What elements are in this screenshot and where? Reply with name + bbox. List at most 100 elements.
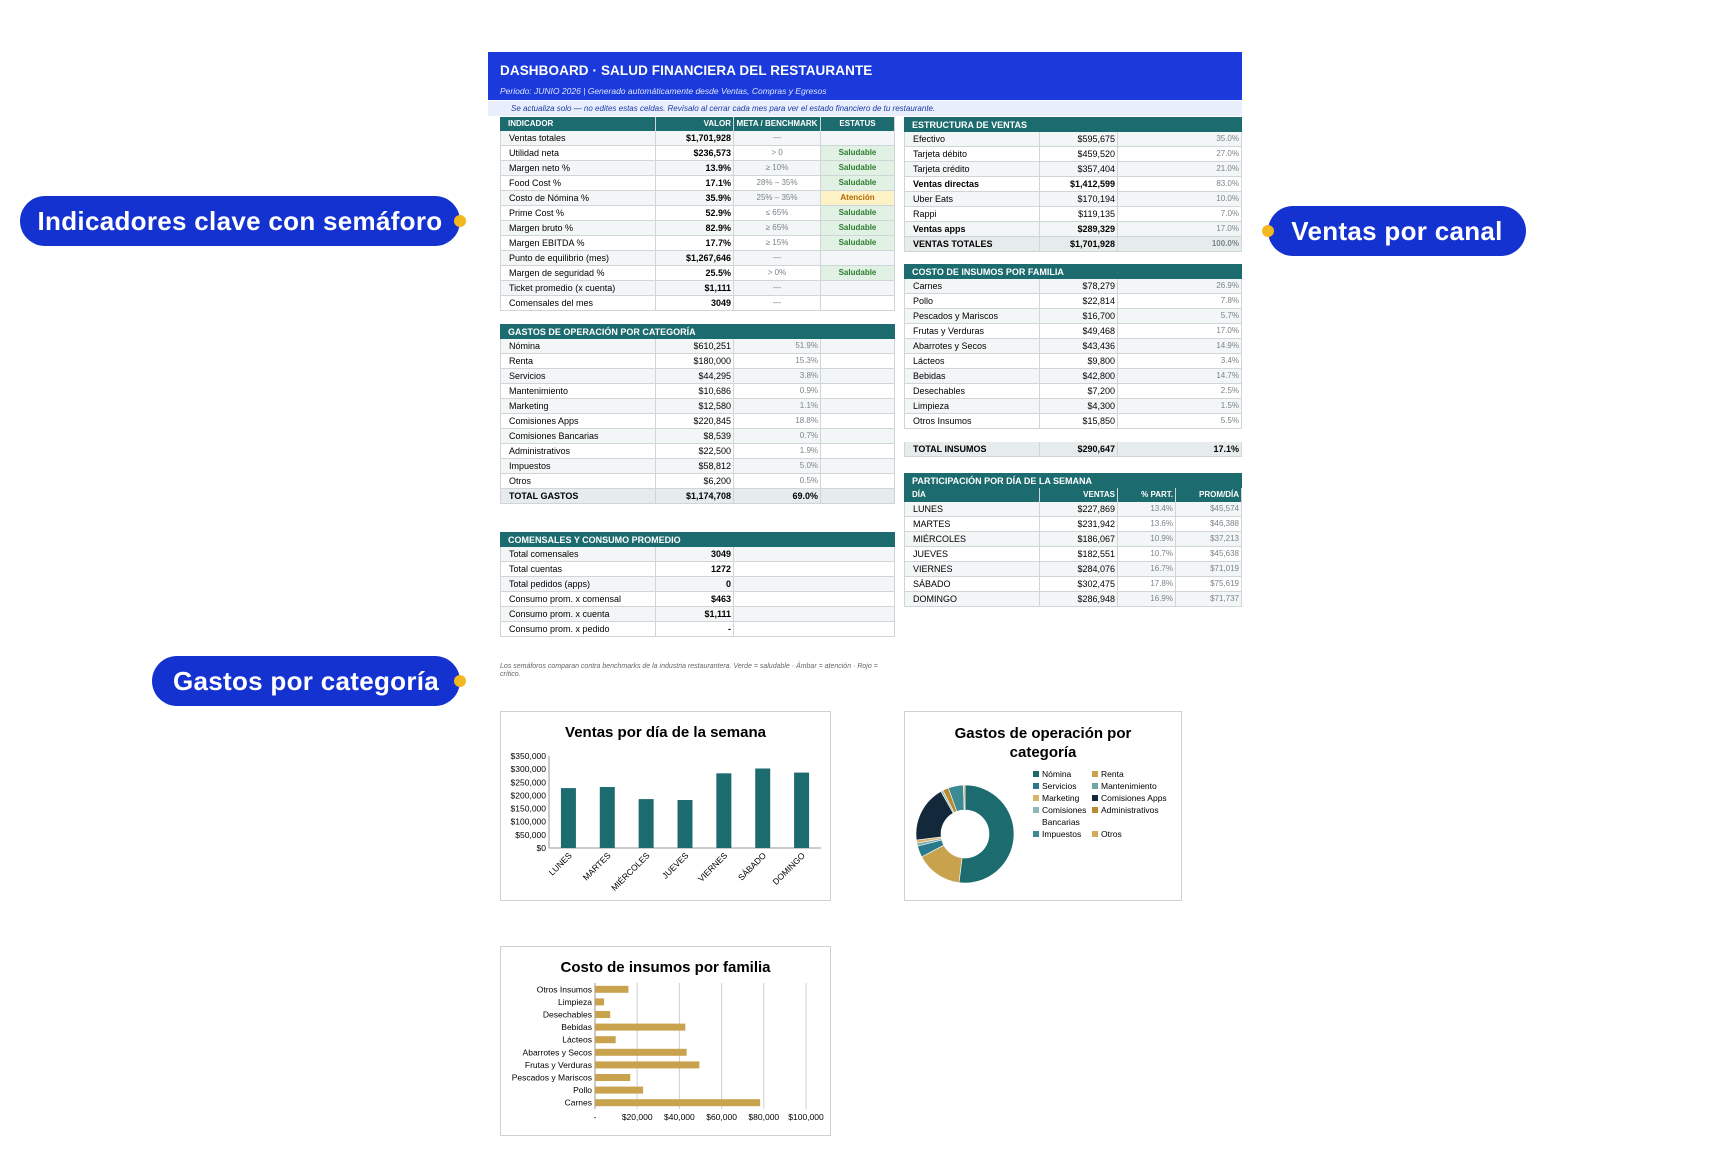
gastos-row: Administrativos $22,500 1.9% (500, 444, 895, 459)
gastos-pct: 0.5% (734, 474, 821, 488)
x-tick-label: DOMINGO (771, 850, 808, 887)
legend-label: Otros (1101, 829, 1122, 839)
kpi-value: 3049 (656, 296, 734, 310)
kpi-label: Ventas totales (500, 131, 656, 145)
dias-value: $302,475 (1040, 577, 1118, 591)
x-tick-label: VIERNES (696, 850, 730, 884)
gastos-value: $58,812 (656, 459, 734, 473)
ventas-label: Rappi (904, 207, 1040, 221)
dias-pct: 10.9% (1118, 532, 1176, 546)
chart-insumos-familia: Costo de insumos por familia - $20,000 $40… (500, 946, 831, 1136)
comensales-label: Consumo prom. x pedido (500, 622, 656, 636)
dias-col-dia: DÍA (904, 488, 1040, 502)
dias-avg: $45,574 (1176, 502, 1242, 516)
legend-swatch (1092, 783, 1098, 789)
x-tick-label: JUEVES (660, 850, 691, 881)
legend-label: Comisiones Apps (1101, 793, 1167, 803)
dias-day: LUNES (904, 502, 1040, 516)
ventas-label: Ventas apps (904, 222, 1040, 236)
dias-day: MARTES (904, 517, 1040, 531)
chart-gastos-categoria: Gastos de operación por categoría Nómina… (904, 711, 1182, 901)
dias-pct: 16.7% (1118, 562, 1176, 576)
slice-otros (963, 784, 966, 811)
kpi-status-badge: Saludable (821, 146, 895, 160)
comensales-row: Total pedidos (apps) 0 (500, 577, 895, 592)
callout-kpi-label: Indicadores clave con semáforo (37, 205, 443, 236)
dias-value: $231,942 (1040, 517, 1118, 531)
dias-row: MIÉRCOLES $186,067 10.9% $37,213 (904, 532, 1242, 547)
insumos-row: Pescados y Mariscos $16,700 5.7% (904, 309, 1242, 324)
y-tick-label: Limpieza (558, 997, 592, 1007)
legend-swatch (1092, 807, 1098, 813)
comensales-empty (734, 547, 895, 561)
legend-swatch (1092, 795, 1098, 801)
ventas-row: Ventas directas $1,412,599 83.0% (904, 177, 1242, 192)
gastos-total-pct: 69.0% (734, 489, 821, 503)
bar-frutas-y-verduras (595, 1061, 700, 1069)
ventas-row: Rappi $119,135 7.0% (904, 207, 1242, 222)
legend-label: Marketing (1042, 793, 1080, 803)
kpi-benchmark: > 0 (734, 146, 821, 160)
dias-row: DOMINGO $286,948 16.9% $71,737 (904, 592, 1242, 607)
dias-day: MIÉRCOLES (904, 532, 1040, 546)
ventas-pct: 10.0% (1118, 192, 1242, 206)
kpi-benchmark: 25% – 35% (734, 191, 821, 205)
kpi-status-badge: Saludable (821, 206, 895, 220)
kpi-col-valor: VALOR (656, 117, 734, 131)
kpi-label: Ticket promedio (x cuenta) (500, 281, 656, 295)
insumos-pct: 14.7% (1118, 369, 1242, 383)
gastos-empty (821, 399, 895, 413)
insumos-row: Limpieza $4,300 1.5% (904, 399, 1242, 414)
gastos-label: Renta (500, 354, 656, 368)
x-tick-label: MARTES (581, 850, 613, 882)
gastos-row: Otros $6,200 0.5% (500, 474, 895, 489)
chart-gastos-title: Gastos de operación por categoría (954, 725, 1132, 761)
bar-pescados-y-mariscos (595, 1074, 631, 1081)
kpi-label: Prime Cost % (500, 206, 656, 220)
ventas-label: Efectivo (904, 132, 1040, 146)
insumos-label: Pollo (904, 294, 1040, 308)
comensales-row: Consumo prom. x comensal $463 (500, 592, 895, 607)
callout-ventas: Ventas por canal (1262, 206, 1526, 256)
comensales-value: 0 (656, 577, 734, 591)
x-tick-label: SÁBADO (736, 850, 768, 882)
kpi-status-badge: Atención (821, 191, 895, 205)
insumos-value: $7,200 (1040, 384, 1118, 398)
kpi-col-indicador: INDICADOR (500, 117, 656, 131)
slice-nómina (958, 784, 1015, 884)
y-tick-label: $250,000 (511, 777, 547, 787)
callout-gastos-dot (454, 675, 466, 687)
gastos-table-title: GASTOS DE OPERACIÓN POR CATEGORÍA (500, 324, 895, 339)
y-tick-label: Desechables (543, 1010, 592, 1020)
comensales-value: - (656, 622, 734, 636)
chart-insumos-title: Costo de insumos por familia (560, 959, 771, 976)
comensales-label: Total comensales (500, 547, 656, 561)
kpi-benchmark: > 0% (734, 266, 821, 280)
insumos-pct: 14.9% (1118, 339, 1242, 353)
gastos-pct: 1.9% (734, 444, 821, 458)
bar-limpieza (595, 998, 605, 1006)
insumos-pct: 2.5% (1118, 384, 1242, 398)
gastos-empty (821, 429, 895, 443)
insumos-label: Lácteos (904, 354, 1040, 368)
y-tick-label: $350,000 (511, 751, 547, 761)
ventas-pct: 17.0% (1118, 222, 1242, 236)
insumos-row: Carnes $78,279 26.9% (904, 279, 1242, 294)
gastos-empty (821, 354, 895, 368)
bar-pollo (595, 1086, 644, 1094)
ventas-label: Tarjeta crédito (904, 162, 1040, 176)
bar-abarrotes-y-secos (595, 1048, 687, 1056)
bar-lácteos (595, 1036, 616, 1044)
kpi-label: Margen neto % (500, 161, 656, 175)
legend-item: Otros (1092, 828, 1182, 840)
insumos-pct: 17.0% (1118, 324, 1242, 338)
kpi-benchmark: ≤ 65% (734, 206, 821, 220)
gastos-row: Nómina $610,251 51.9% (500, 339, 895, 354)
callout-ventas-label: Ventas por canal (1291, 215, 1503, 246)
y-tick-label: Lácteos (562, 1035, 592, 1045)
kpi-value: 17.7% (656, 236, 734, 250)
kpi-col-estatus: ESTATUS (821, 117, 895, 131)
ventas-row: VENTAS TOTALES $1,701,928 100.0% (904, 237, 1242, 252)
insumos-pct: 7.8% (1118, 294, 1242, 308)
dias-value: $284,076 (1040, 562, 1118, 576)
